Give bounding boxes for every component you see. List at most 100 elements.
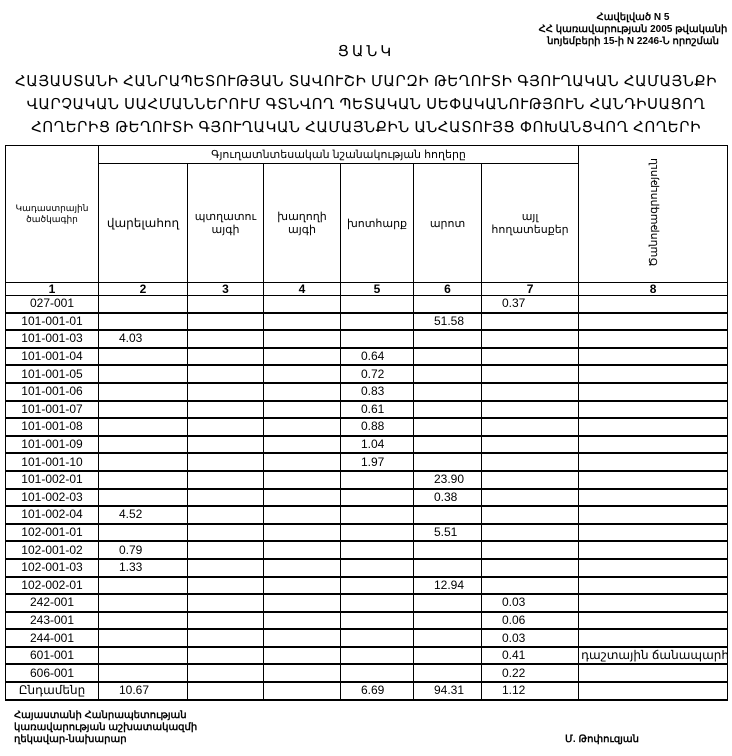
cell-orchard	[187, 452, 264, 472]
land-table: Կադաստրային ծածկագիր Գյուղատնտեսական նշա…	[5, 145, 729, 701]
table-row: 101-001-05 0.72	[5, 364, 729, 384]
cell-hayfield: 0.83	[340, 382, 414, 402]
table-row: 027-001 0.37	[5, 294, 729, 314]
table-row: 102-001-02 0.79	[5, 540, 729, 560]
cell-orchard	[187, 681, 264, 701]
position-line-2: կառավարության աշխատակազմի	[14, 722, 198, 733]
table-row: 606-001 0.22	[5, 663, 729, 684]
header-notes-label: Ծանոթագրություն	[647, 158, 660, 267]
cell-hayfield: 0.72	[340, 364, 414, 384]
cell-cadastral-code: 244-001	[5, 628, 99, 648]
cell-other-lands	[480, 329, 580, 349]
cell-note	[578, 382, 729, 402]
cell-cadastral-code: 243-001	[5, 611, 99, 631]
cell-hayfield	[340, 470, 414, 490]
cell-vineyard	[263, 611, 341, 631]
cell-vineyard	[263, 294, 341, 314]
cell-arable	[98, 294, 188, 314]
cell-note	[578, 400, 729, 420]
cell-pasture	[413, 400, 482, 420]
cell-orchard	[187, 312, 264, 332]
cell-pasture	[413, 382, 482, 402]
cell-orchard	[187, 488, 264, 508]
cell-arable	[98, 417, 188, 437]
cell-note	[578, 470, 729, 490]
cell-vineyard	[263, 470, 341, 490]
cell-arable	[98, 312, 188, 332]
cell-other-lands	[480, 523, 580, 543]
cell-vineyard	[263, 523, 341, 543]
position-line-1: Հայաստանի Հանրապետության	[14, 710, 187, 721]
cell-pasture: 12.94	[413, 576, 482, 596]
cell-orchard	[187, 523, 264, 543]
cell-pasture	[413, 347, 482, 367]
cell-orchard	[187, 628, 264, 648]
cell-hayfield	[340, 558, 414, 578]
column-number: 5	[340, 282, 414, 296]
signatory-position: Հայաստանի Հանրապետության կառավարության ա…	[14, 710, 197, 746]
cell-vineyard	[263, 417, 341, 437]
cell-orchard	[187, 646, 264, 666]
cell-cadastral-code: 102-002-01	[5, 576, 99, 596]
cell-cadastral-code: 101-001-03	[5, 329, 99, 349]
table-row: 244-001 0.03	[5, 628, 729, 648]
cell-orchard	[187, 593, 264, 613]
cell-hayfield: 1.04	[340, 435, 414, 455]
cell-other-lands	[480, 312, 580, 332]
cell-other-lands: 0.22	[480, 663, 580, 684]
cell-vineyard	[263, 576, 341, 596]
cell-hayfield: 0.88	[340, 417, 414, 437]
cell-note	[578, 505, 729, 525]
cell-arable: 1.33	[98, 558, 188, 578]
cell-hayfield	[340, 523, 414, 543]
cell-cadastral-code: 101-001-06	[5, 382, 99, 402]
table-row: 243-001 0.06	[5, 611, 729, 631]
table-row: 102-001-01 5.51	[5, 523, 729, 543]
cell-cadastral-code: Ընդամենը	[5, 681, 99, 701]
cell-arable	[98, 452, 188, 472]
cell-cadastral-code: 101-002-03	[5, 488, 99, 508]
cell-note	[578, 558, 729, 578]
cell-note	[578, 347, 729, 367]
cell-note	[578, 488, 729, 508]
cell-vineyard	[263, 505, 341, 525]
cell-hayfield	[340, 628, 414, 648]
cell-orchard	[187, 347, 264, 367]
cell-vineyard	[263, 382, 341, 402]
table-row: 101-001-09 1.04	[5, 435, 729, 455]
heading-line-3: ՀՈՂԵՐԻՑ ԹԵՂՈՒՏԻ ԳՅՈՒՂԱԿԱՆ ՀԱՄԱՅՆՔԻՆ ԱՆՀԱ…	[31, 119, 701, 136]
cell-note	[578, 540, 729, 560]
cell-orchard	[187, 364, 264, 384]
cell-note	[578, 294, 729, 314]
cell-pasture	[413, 628, 482, 648]
header-orchard: պտղատու այգի	[187, 163, 264, 283]
cell-other-lands	[480, 400, 580, 420]
cell-arable	[98, 400, 188, 420]
cell-orchard	[187, 329, 264, 349]
cell-other-lands	[480, 364, 580, 384]
cell-other-lands: 0.03	[480, 628, 580, 648]
cell-arable	[98, 488, 188, 508]
document-heading: ՀԱՅԱՍՏԱՆԻ ՀԱՆՐԱՊԵՏՈՒԹՅԱՆ ՏԱՎՈՒՇԻ ՄԱՐԶԻ Թ…	[0, 70, 732, 139]
column-number: 8	[578, 282, 729, 296]
table-row: 101-002-03 0.38	[5, 488, 729, 508]
cell-note: դաշտային ճանապարհ	[578, 646, 729, 666]
column-number: 3	[187, 282, 264, 296]
cell-pasture	[413, 593, 482, 613]
cell-hayfield	[340, 576, 414, 596]
annex-reference: Հավելված N 5 ՀՀ կառավարության 2005 թվակա…	[538, 12, 728, 48]
cell-cadastral-code: 101-001-10	[5, 452, 99, 472]
cell-cadastral-code: 101-002-04	[5, 505, 99, 525]
cell-vineyard	[263, 347, 341, 367]
cell-vineyard	[263, 681, 341, 701]
cell-vineyard	[263, 364, 341, 384]
cell-hayfield: 1.97	[340, 452, 414, 472]
table-row: 601-001 0.41 դաշտային ճանապարհ	[5, 646, 729, 666]
cell-arable	[98, 646, 188, 666]
cell-pasture	[413, 646, 482, 666]
table-row: 102-002-01 12.94	[5, 576, 729, 596]
table-row: 101-001-06 0.83	[5, 382, 729, 402]
cell-cadastral-code: 027-001	[5, 294, 99, 314]
cell-note	[578, 593, 729, 613]
cell-other-lands: 0.41	[480, 646, 580, 666]
